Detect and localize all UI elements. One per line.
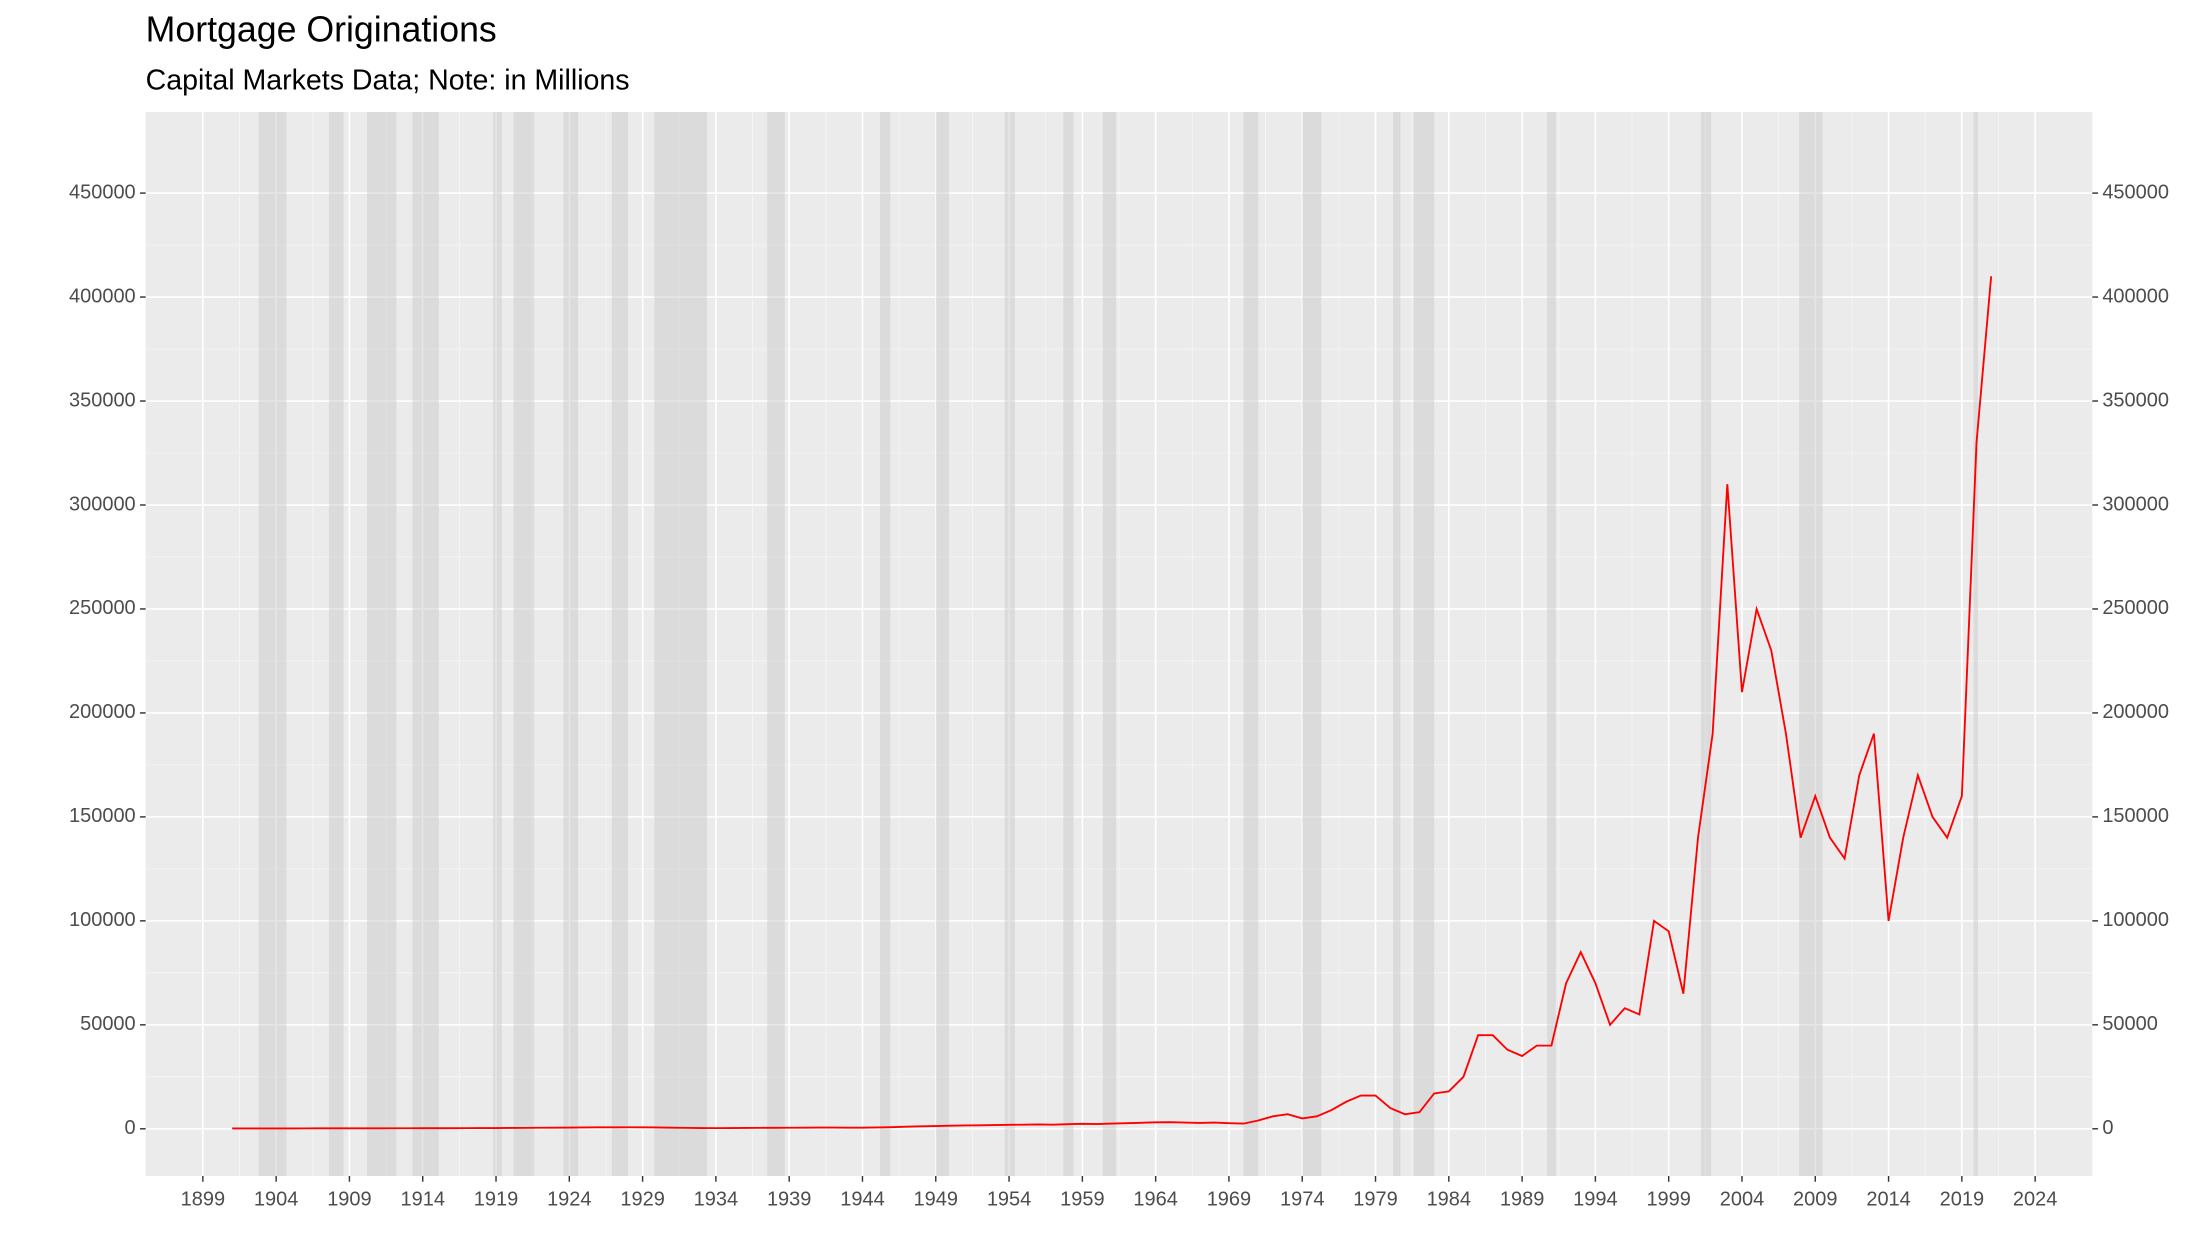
y-tick-label: 200000 <box>69 701 136 723</box>
recession-band <box>367 111 397 1177</box>
y-tick-label: 50000 <box>80 1013 136 1035</box>
recession-band <box>654 111 708 1177</box>
y-tick-label: 250000 <box>69 597 136 619</box>
x-tick-label: 2009 <box>1793 1189 1837 1211</box>
recession-band <box>880 111 891 1177</box>
y-tick-label: 0 <box>125 1117 136 1139</box>
x-tick-label: 2004 <box>1720 1189 1764 1211</box>
chart-title: Mortgage Originations <box>146 9 497 49</box>
y2-tick-label: 300000 <box>2102 493 2169 515</box>
x-tick-label: 1949 <box>914 1189 958 1211</box>
recession-band <box>1063 111 1074 1177</box>
x-tick-label: 1959 <box>1060 1189 1104 1211</box>
y2-tick-label: 100000 <box>2102 909 2169 931</box>
x-tick-label: 1974 <box>1280 1189 1324 1211</box>
recession-band <box>1302 111 1322 1177</box>
x-tick-label: 1979 <box>1353 1189 1397 1211</box>
recession-band <box>1393 111 1401 1177</box>
recession-band <box>935 111 949 1177</box>
x-tick-label: 1934 <box>694 1189 738 1211</box>
x-tick-label: 1919 <box>474 1189 518 1211</box>
y2-tick-label: 450000 <box>2102 181 2169 203</box>
y-tick-label: 450000 <box>69 181 136 203</box>
x-tick-label: 1989 <box>1500 1189 1544 1211</box>
y2-tick-label: 0 <box>2102 1117 2113 1139</box>
recession-band <box>1243 111 1259 1177</box>
x-tick-label: 1944 <box>840 1189 884 1211</box>
recession-band <box>1004 111 1015 1177</box>
recession-band <box>611 111 628 1177</box>
recession-band <box>563 111 579 1177</box>
y-tick-label: 300000 <box>69 493 136 515</box>
x-tick-label: 1969 <box>1207 1189 1251 1211</box>
recession-band <box>328 111 344 1177</box>
x-tick-label: 1954 <box>987 1189 1031 1211</box>
y2-tick-label: 50000 <box>2102 1013 2158 1035</box>
recession-band <box>1102 111 1117 1177</box>
y2-tick-label: 400000 <box>2102 285 2169 307</box>
y2-tick-label: 150000 <box>2102 805 2169 827</box>
y-tick-label: 350000 <box>69 389 136 411</box>
x-tick-label: 1964 <box>1133 1189 1177 1211</box>
y2-tick-label: 250000 <box>2102 597 2169 619</box>
recession-band <box>1547 111 1556 1177</box>
recession-band <box>513 111 535 1177</box>
x-tick-label: 1909 <box>327 1189 371 1211</box>
recession-band <box>1973 111 1978 1177</box>
x-tick-label: 1929 <box>620 1189 664 1211</box>
y-tick-label: 400000 <box>69 285 136 307</box>
recession-band <box>1700 111 1712 1177</box>
x-tick-label: 1984 <box>1427 1189 1471 1211</box>
x-tick-label: 2019 <box>1940 1189 1984 1211</box>
x-tick-label: 1899 <box>181 1189 225 1211</box>
x-tick-label: 1914 <box>400 1189 444 1211</box>
x-tick-label: 1939 <box>767 1189 811 1211</box>
x-tick-label: 1924 <box>547 1189 591 1211</box>
recession-band <box>1799 111 1823 1177</box>
y2-tick-label: 200000 <box>2102 701 2169 723</box>
y-tick-label: 150000 <box>69 805 136 827</box>
x-tick-label: 1994 <box>1573 1189 1617 1211</box>
data-line <box>232 276 1993 1130</box>
recession-band <box>412 111 439 1177</box>
y-tick-label: 100000 <box>69 909 136 931</box>
x-tick-label: 1904 <box>254 1189 298 1211</box>
recession-band <box>1413 111 1435 1177</box>
recession-band <box>258 111 287 1177</box>
recession-band <box>493 111 502 1177</box>
recession-band <box>767 111 785 1177</box>
x-tick-label: 2014 <box>1866 1189 1910 1211</box>
y2-tick-label: 350000 <box>2102 389 2169 411</box>
x-tick-label: 1999 <box>1646 1189 1690 1211</box>
x-tick-label: 2024 <box>2013 1189 2057 1211</box>
chart-subtitle: Capital Markets Data; Note: in Millions <box>146 65 630 97</box>
